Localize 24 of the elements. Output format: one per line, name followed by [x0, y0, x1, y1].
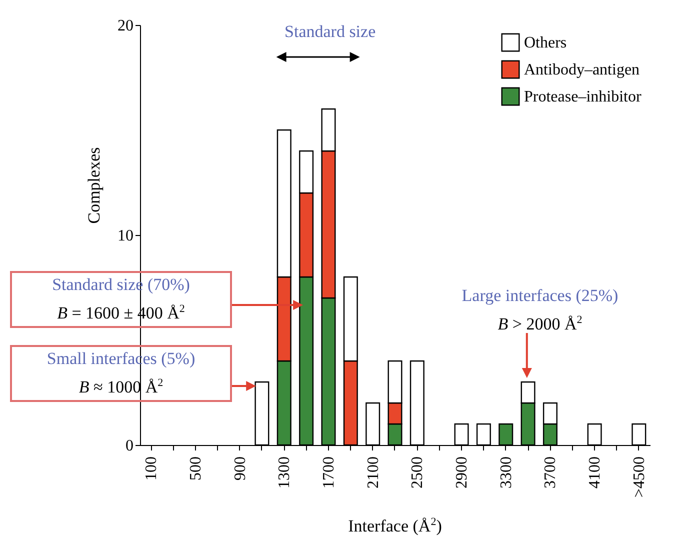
x-tick-label: 3300 [498, 456, 515, 488]
x-tick-label: 2900 [454, 456, 471, 488]
legend-label: Antibody–antigen [524, 62, 640, 78]
annotation: B ≈ 1000 Å$^{2}$ [78, 376, 164, 399]
x-tick-label: 2500 [409, 456, 426, 488]
y-tick-label: 0 [126, 438, 134, 454]
x-axis-title: Interface (Å$^{2}$) [347, 515, 443, 538]
annotation: Large interfaces (25%) [460, 285, 620, 307]
annotation: Standard size [284, 21, 377, 43]
x-tick-label: >4500 [630, 456, 648, 498]
y-tick-label: 10 [118, 228, 134, 244]
x-tick-label: 3700 [542, 456, 560, 488]
x-tick-label: 900 [232, 456, 249, 480]
x-tick-label: 2100 [364, 456, 382, 488]
legend-label: Others [524, 34, 567, 52]
x-tick-label: 100 [143, 456, 160, 480]
legend-label: Protease–inhibitor [524, 88, 642, 106]
x-tick-label: 1300 [276, 456, 294, 488]
y-axis-title: Complexes [84, 147, 104, 224]
x-tick-label: 500 [187, 456, 204, 480]
y-tick-label: 20 [118, 18, 134, 34]
annotation: B > 2000 Å$^{2}$ [496, 313, 584, 336]
x-tick-label: 4100 [586, 456, 604, 488]
x-tick-label: 1700 [320, 456, 338, 488]
